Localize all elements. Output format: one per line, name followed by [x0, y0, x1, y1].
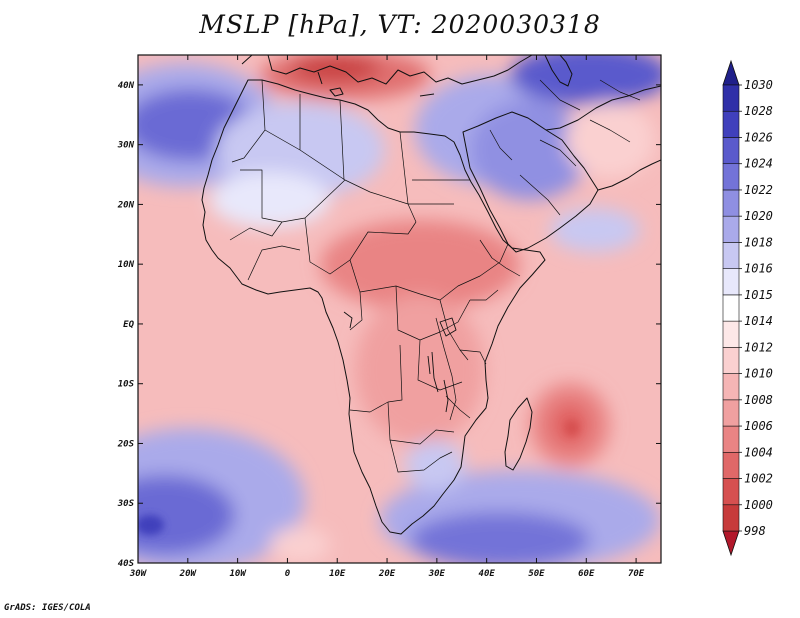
field-atlantic-high-center: [138, 515, 164, 535]
colorbar-swatch: [722, 294, 740, 322]
country-borders-north: [231, 79, 470, 223]
colorbar-label: 1020: [744, 209, 773, 223]
field-west-sahara: [210, 172, 330, 228]
field-central-low: [355, 295, 485, 445]
field-south-africa-high: [405, 440, 465, 490]
colorbar-label: 998: [744, 524, 766, 538]
lon-tick-label: 40E: [479, 569, 496, 579]
field-low-center: [565, 420, 579, 436]
lon-tick-label: 20W: [179, 569, 198, 579]
red-sea-gulf: [545, 85, 661, 191]
colorbar-label: 1014: [744, 314, 773, 328]
colorbar-swatch: [722, 84, 740, 112]
colorbar-label: 1006: [744, 419, 773, 433]
colorbar-label: 1016: [744, 262, 773, 276]
coastlines: [201, 55, 661, 535]
colorbar-swatch: [722, 320, 740, 348]
plot-frame: [137, 54, 662, 564]
colorbar-label: 1030: [744, 78, 773, 92]
colorbar-swatch: [722, 425, 740, 453]
colorbar-swatch: [722, 373, 740, 401]
lakes: [343, 311, 457, 413]
field-northeast-high: [510, 55, 661, 105]
lon-tick-label: 10E: [329, 569, 346, 579]
colorbar-swatch: [722, 478, 740, 506]
lon-tick-label: 0: [285, 569, 291, 579]
colorbar-label: 1000: [744, 498, 773, 512]
field-cape-low: [270, 527, 330, 563]
field-iran-low: [565, 102, 655, 178]
colorbar-label: 1026: [744, 130, 773, 144]
country-borders-central: [229, 217, 509, 473]
colorbar-label: 1015: [744, 288, 773, 302]
lon-tick-label: 10W: [229, 569, 247, 579]
mediterranean-islands: [317, 71, 435, 97]
lat-tick-label: 40N: [118, 81, 135, 91]
map-title: MSLP [hPa], VT: 2020030318: [199, 10, 601, 39]
lon-tick-label: 20E: [378, 569, 396, 579]
colorbar-swatch: [722, 215, 740, 243]
colorbar-swatch: [722, 163, 740, 191]
colorbar-label: 1018: [744, 235, 773, 249]
lon-tick-label: 50E: [528, 569, 545, 579]
field-arabian-sea: [550, 208, 640, 252]
caspian-coastline: [544, 55, 573, 87]
arabia-coastline: [462, 111, 599, 253]
colorbar-label: 1004: [744, 445, 773, 459]
lon-tick-label: 70E: [628, 569, 645, 579]
country-borders-east: [435, 79, 641, 421]
colorbar-max-arrow: [722, 59, 740, 86]
colorbar-swatch: [722, 504, 740, 532]
madagascar-coastline: [504, 397, 533, 471]
lon-tick-label: 30W: [129, 569, 148, 579]
colorbar-label: 1024: [744, 157, 773, 171]
colorbar-swatch: [722, 451, 740, 479]
colorbar: 998 1000 1002 1004 1006 1008 1010 1012 1014 1015 1…: [722, 59, 773, 557]
colorbar-min-arrow: [722, 530, 740, 557]
lon-tick-label: 30E: [428, 569, 446, 579]
lat-tick-label: 20N: [117, 200, 135, 210]
colorbar-label: 1002: [744, 472, 773, 486]
lat-tick-label: 10N: [118, 260, 135, 270]
colorbar-label: 1010: [744, 367, 773, 381]
colorbar-swatch: [722, 242, 740, 269]
colorbar-label: 1022: [744, 183, 773, 197]
longitude-axis: 30W 20W 10W 0 10E 20E 30E 40E 50E 60E 70E: [129, 55, 645, 579]
africa-coastline: [201, 79, 546, 535]
lat-tick-label: 30N: [117, 141, 135, 151]
lat-tick-label: 20S: [117, 439, 135, 449]
field-south-indian-core: [410, 512, 590, 563]
field-arabia-high: [470, 100, 590, 200]
colorbar-swatch: [722, 399, 740, 427]
colorbar-swatch: [722, 268, 740, 296]
lat-tick-label: 40S: [118, 559, 135, 569]
colorbar-label: 1028: [744, 104, 773, 118]
europe-coastline: [241, 55, 533, 85]
colorbar-label: 1008: [744, 393, 773, 407]
lat-tick-label: 30S: [117, 499, 135, 509]
colorbar-swatch: [722, 137, 740, 165]
colorbar-swatch: [722, 189, 740, 217]
lon-tick-label: 60E: [578, 569, 595, 579]
lat-tick-label: EQ: [123, 320, 134, 330]
colorbar-label: 1012: [744, 340, 773, 354]
field-sahel-low: [320, 220, 520, 310]
grads-credit: GrADS: IGES/COLA: [4, 603, 91, 613]
field-south-atlantic-core: [138, 475, 235, 555]
lat-tick-label: 10S: [118, 380, 135, 390]
colorbar-swatch: [722, 110, 740, 138]
colorbar-swatch: [722, 347, 740, 374]
latitude-axis: 40N 30N 20N 10N EQ 10S 20S 30S 40S: [117, 81, 661, 569]
pressure-field: [138, 55, 661, 563]
